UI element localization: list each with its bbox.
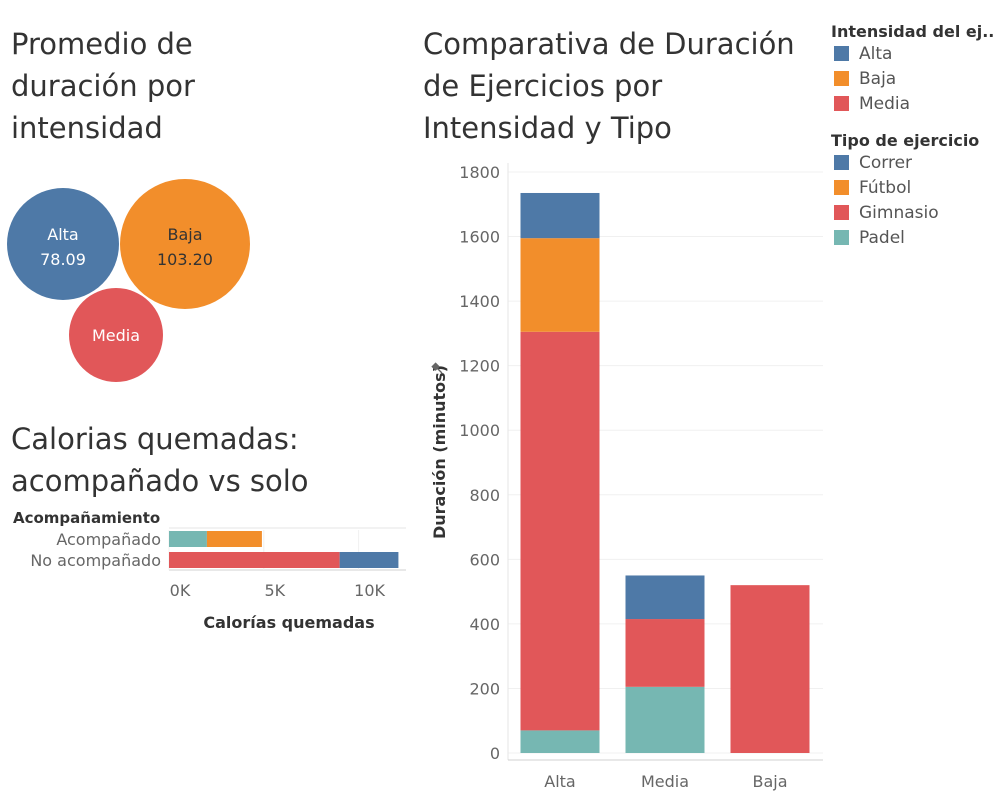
bar-baja-gimnasio[interactable] xyxy=(730,585,810,753)
legend-intensidad-item-alta[interactable]: Alta xyxy=(831,41,994,66)
legend-swatch xyxy=(834,46,849,61)
legend-swatch xyxy=(834,205,849,220)
legend-swatch xyxy=(834,155,849,170)
legend-intensidad[interactable]: Intensidad del ej.. Alta Baja Media xyxy=(831,22,994,116)
bubble-baja[interactable]: Baja 103.20 xyxy=(120,179,250,309)
y-tick-label: 200 xyxy=(469,679,500,698)
bubble-label: Media xyxy=(92,326,140,345)
bar-media-gimnasio[interactable] xyxy=(625,619,705,687)
x-tick-label: 0K xyxy=(170,581,191,600)
legend-tipo[interactable]: Tipo de ejercicio Correr Fútbol Gimnasio Pa… xyxy=(831,131,979,250)
y-tick-label: 400 xyxy=(469,615,500,634)
y-axis-title: Duración (minutos) xyxy=(430,365,449,539)
legend-label: Gimnasio xyxy=(859,202,939,223)
duration-chart-title: Comparativa de Duración de Ejercicios po… xyxy=(423,27,795,145)
y-tick-label: 1200 xyxy=(459,357,500,376)
x-tick-label: Media xyxy=(641,772,689,791)
bubble-circle[interactable] xyxy=(69,288,163,382)
bubble-alta[interactable]: Alta 78.09 xyxy=(7,188,119,300)
legend-tipo-item-gimnasio[interactable]: Gimnasio xyxy=(831,200,979,225)
legend-intensidad-item-baja[interactable]: Baja xyxy=(831,66,994,91)
legend-label: Fútbol xyxy=(859,177,912,198)
legend-label: Padel xyxy=(859,227,905,248)
bubble-label: Alta xyxy=(47,225,78,244)
x-tick-label: Baja xyxy=(752,772,787,791)
bar-media-correr[interactable] xyxy=(625,575,705,620)
legend-swatch xyxy=(834,230,849,245)
y-tick-label: 600 xyxy=(469,550,500,569)
calories-chart-title: Calorias quemadas: acompañado vs solo xyxy=(11,422,309,498)
y-tick-label: 800 xyxy=(469,486,500,505)
legend-intensidad-title: Intensidad del ej.. xyxy=(831,22,995,41)
y-tick-label: 1800 xyxy=(459,163,500,182)
legend-label: Correr xyxy=(859,152,913,173)
category-label-no-acompanado: No acompañado xyxy=(30,551,161,570)
y-tick-label: 1400 xyxy=(459,292,500,311)
y-tick-label: 1600 xyxy=(459,228,500,247)
bubble-label: Baja xyxy=(167,225,202,244)
bar-alta-gimnasio[interactable] xyxy=(520,331,600,731)
bubble-circle[interactable] xyxy=(7,188,119,300)
legend-intensidad-item-media[interactable]: Media xyxy=(831,91,994,116)
bar-alta-futbol[interactable] xyxy=(520,238,600,332)
bubble-chart-title: Promedio de duración por intensidad xyxy=(11,27,195,145)
legend-swatch xyxy=(834,71,849,86)
pin-icon[interactable] xyxy=(431,362,444,375)
legend-label: Baja xyxy=(859,68,897,89)
legend-tipo-item-padel[interactable]: Padel xyxy=(831,225,979,250)
y-tick-label: 1000 xyxy=(459,421,500,440)
bubble-media[interactable]: Media xyxy=(69,288,163,382)
bubble-value-label: 103.20 xyxy=(157,250,213,269)
bubble-circle[interactable] xyxy=(120,179,250,309)
x-tick-label: 5K xyxy=(264,581,285,600)
legend-tipo-item-correr[interactable]: Correr xyxy=(831,150,979,175)
bar-media-padel[interactable] xyxy=(625,686,705,753)
x-tick-label: 10K xyxy=(354,581,385,600)
category-label-acompanado: Acompañado xyxy=(56,530,161,549)
x-axis-title: Calorías quemadas xyxy=(203,613,374,632)
bubble-value-label: 78.09 xyxy=(40,250,86,269)
bar-acompanado-padel[interactable] xyxy=(169,531,207,547)
x-tick-label: Alta xyxy=(544,772,575,791)
bar-alta-correr[interactable] xyxy=(520,192,600,239)
legend-swatch xyxy=(834,96,849,111)
bar-acompanado-futbol[interactable] xyxy=(206,531,262,547)
y-tick-label: 0 xyxy=(490,744,500,763)
legend-label: Alta xyxy=(859,43,893,64)
legend-tipo-title: Tipo de ejercicio xyxy=(831,131,980,150)
legend-label: Media xyxy=(859,93,911,114)
row-header-label: Acompañamiento xyxy=(13,509,160,527)
legend-tipo-item-futbol[interactable]: Fútbol xyxy=(831,175,979,200)
bar-no-acompanado-gimnasio[interactable] xyxy=(169,552,340,568)
bar-alta-padel[interactable] xyxy=(520,730,600,753)
bar-no-acompanado-correr[interactable] xyxy=(339,552,399,568)
legend-swatch xyxy=(834,180,849,195)
